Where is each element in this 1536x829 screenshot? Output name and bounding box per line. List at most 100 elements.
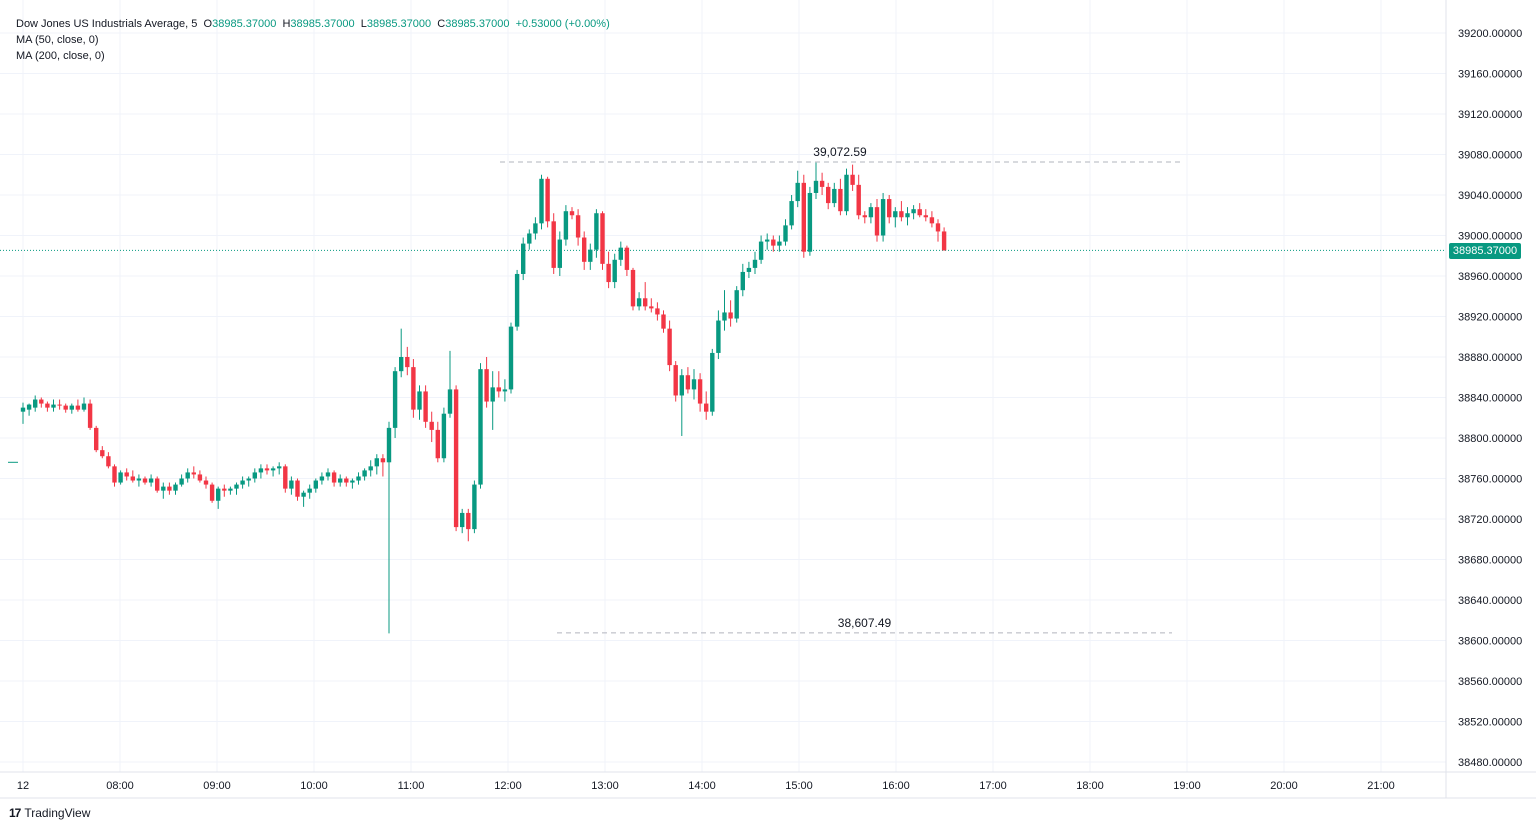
candle-body: [850, 174, 855, 185]
time-tick-label: 10:00: [300, 780, 328, 792]
candle-body: [130, 476, 135, 481]
candle-body: [344, 478, 349, 483]
candle-body: [765, 239, 770, 242]
time-tick-label: 12:00: [494, 780, 522, 792]
candle-body: [136, 478, 142, 481]
candle-body: [618, 247, 623, 260]
candle-body: [661, 314, 666, 329]
candle-body: [63, 405, 68, 410]
candle-body: [887, 199, 892, 218]
candle-body: [734, 290, 739, 319]
candle-body: [295, 480, 300, 497]
candle-body: [673, 365, 678, 396]
candle-body: [277, 466, 282, 469]
legend-ma200[interactable]: MA (200, close, 0): [16, 50, 105, 62]
candle-body: [771, 239, 776, 246]
tradingview-brand[interactable]: 17 TradingView: [9, 806, 90, 820]
candle-body: [569, 211, 575, 216]
candle-body: [795, 182, 800, 202]
candle-body: [197, 474, 203, 481]
time-tick-label: 14:00: [688, 780, 716, 792]
candle-body: [258, 468, 264, 473]
candle-body: [789, 201, 794, 226]
time-tick-label: 15:00: [785, 780, 813, 792]
candles: [8, 162, 947, 634]
legend-high-label: H: [282, 18, 291, 30]
candle-body: [874, 207, 880, 236]
legend-close-value: 38985.37000: [445, 18, 510, 30]
candle-body: [374, 458, 379, 467]
time-tick-label: 18:00: [1076, 780, 1104, 792]
legend-change: +0.53000 (+0.00%): [515, 18, 610, 30]
time-tick-label: 21:00: [1367, 780, 1395, 792]
candle-body: [935, 223, 941, 232]
candle-body: [222, 488, 227, 491]
candle-body: [899, 211, 904, 218]
candle-body: [893, 211, 898, 218]
candle-body: [331, 472, 337, 483]
price-tick-label: 38880.00000: [1458, 352, 1522, 364]
candle-body: [563, 211, 569, 240]
candle-body: [106, 456, 111, 467]
candle-body: [917, 209, 922, 216]
candle-body: [911, 209, 916, 214]
annotation-label: 39,072.59: [813, 145, 867, 159]
candle-body: [155, 478, 160, 491]
candle-body: [39, 399, 44, 404]
candle-body: [307, 488, 312, 493]
candle-body: [594, 213, 599, 250]
candle-body: [118, 472, 123, 483]
candle-body: [20, 407, 26, 412]
candle-body: [173, 484, 178, 491]
chart-grid: [0, 0, 1446, 772]
candle-body: [929, 217, 935, 224]
chart-legend: Dow Jones US Industrials Average, 5 O389…: [16, 16, 610, 64]
candle-body: [209, 484, 215, 501]
candle-body: [679, 375, 684, 396]
candle-body: [429, 421, 434, 430]
legend-ma50[interactable]: MA (50, close, 0): [16, 34, 99, 46]
candle-body: [856, 184, 861, 216]
candle-body: [807, 192, 813, 252]
candle-body: [508, 326, 514, 390]
time-axis[interactable]: 12 08:00 09:00 10:00 11:00 12:00 13:00 14:00 15:…: [17, 780, 1395, 792]
candle-body: [45, 403, 50, 408]
time-tick-label: 09:00: [203, 780, 231, 792]
candle-body: [350, 480, 355, 483]
candle-body: [405, 357, 410, 368]
legend-ohlc-row: Dow Jones US Industrials Average, 5 O389…: [16, 16, 610, 32]
candle-body: [167, 486, 172, 491]
time-tick-label: 16:00: [882, 780, 910, 792]
candle-body: [228, 488, 233, 491]
candle-body: [283, 466, 288, 489]
candle-body: [191, 472, 196, 475]
candle-body: [923, 215, 928, 218]
candle-body: [710, 352, 715, 412]
candle-body: [728, 312, 733, 319]
price-tick-label: 39040.00000: [1458, 190, 1522, 202]
legend-symbol[interactable]: Dow Jones US Industrials Average, 5: [16, 18, 198, 30]
candle-body: [941, 231, 947, 251]
price-tick-label: 38960.00000: [1458, 271, 1522, 283]
candle-body: [832, 188, 837, 204]
candle-body: [472, 484, 477, 530]
candle-body: [112, 466, 117, 483]
candle-body: [289, 480, 294, 489]
price-tick-label: 38640.00000: [1458, 595, 1522, 607]
candle-body: [417, 391, 422, 410]
price-tick-label: 38800.00000: [1458, 433, 1522, 445]
tradingview-logo-icon: 17: [9, 806, 21, 820]
candle-body: [362, 470, 367, 477]
candle-body: [667, 328, 672, 366]
candle-body: [533, 223, 538, 234]
candle-body: [862, 215, 867, 218]
candle-body: [606, 263, 611, 283]
candle-body: [630, 269, 636, 307]
candle-body: [777, 241, 782, 246]
price-axis[interactable]: 39200.00000 39160.00000 39120.00000 39080.0…: [1458, 28, 1522, 769]
candle-body: [539, 178, 544, 224]
price-tick-label: 38560.00000: [1458, 676, 1522, 688]
price-tick-label: 38840.00000: [1458, 393, 1522, 405]
time-tick-label: 11:00: [398, 780, 425, 792]
